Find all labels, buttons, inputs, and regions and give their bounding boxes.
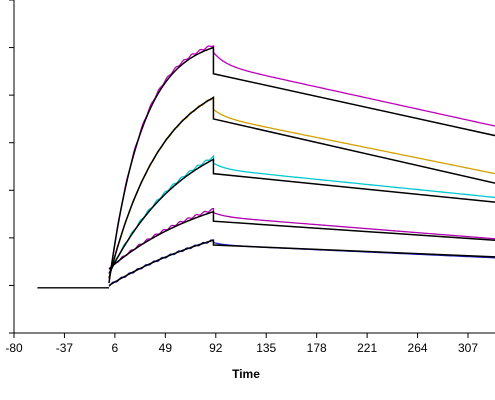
sensorgram-data-line xyxy=(108,45,495,283)
fit-curve-line xyxy=(108,96,495,279)
x-tick-label: 178 xyxy=(307,341,327,355)
axes xyxy=(13,0,495,334)
sensorgram-data-line xyxy=(108,95,495,278)
sensorgram-data-line xyxy=(108,239,495,287)
sensorgram-data-line xyxy=(108,154,495,274)
x-tick-label: 49 xyxy=(159,341,173,355)
sensorgram-data-line xyxy=(108,207,495,270)
x-ticks: -80 -37 6 49 92 135 178 221 264 307 xyxy=(5,333,478,355)
fit-curve-line xyxy=(108,239,495,287)
x-tick-label: -37 xyxy=(56,341,74,355)
fit-curve-line xyxy=(108,210,495,270)
fit-curve-line xyxy=(108,158,495,274)
x-tick-label: 135 xyxy=(256,341,276,355)
x-tick-label: -80 xyxy=(5,341,23,355)
x-tick-label: 221 xyxy=(357,341,377,355)
fit-curve-line xyxy=(108,46,495,284)
y-ticks xyxy=(9,0,14,334)
x-tick-label: 264 xyxy=(408,341,428,355)
x-tick-label: 6 xyxy=(112,341,119,355)
x-axis-title: Time xyxy=(232,367,260,381)
plot-area xyxy=(37,45,495,289)
x-tick-label: 307 xyxy=(458,341,478,355)
x-tick-label: 92 xyxy=(209,341,223,355)
